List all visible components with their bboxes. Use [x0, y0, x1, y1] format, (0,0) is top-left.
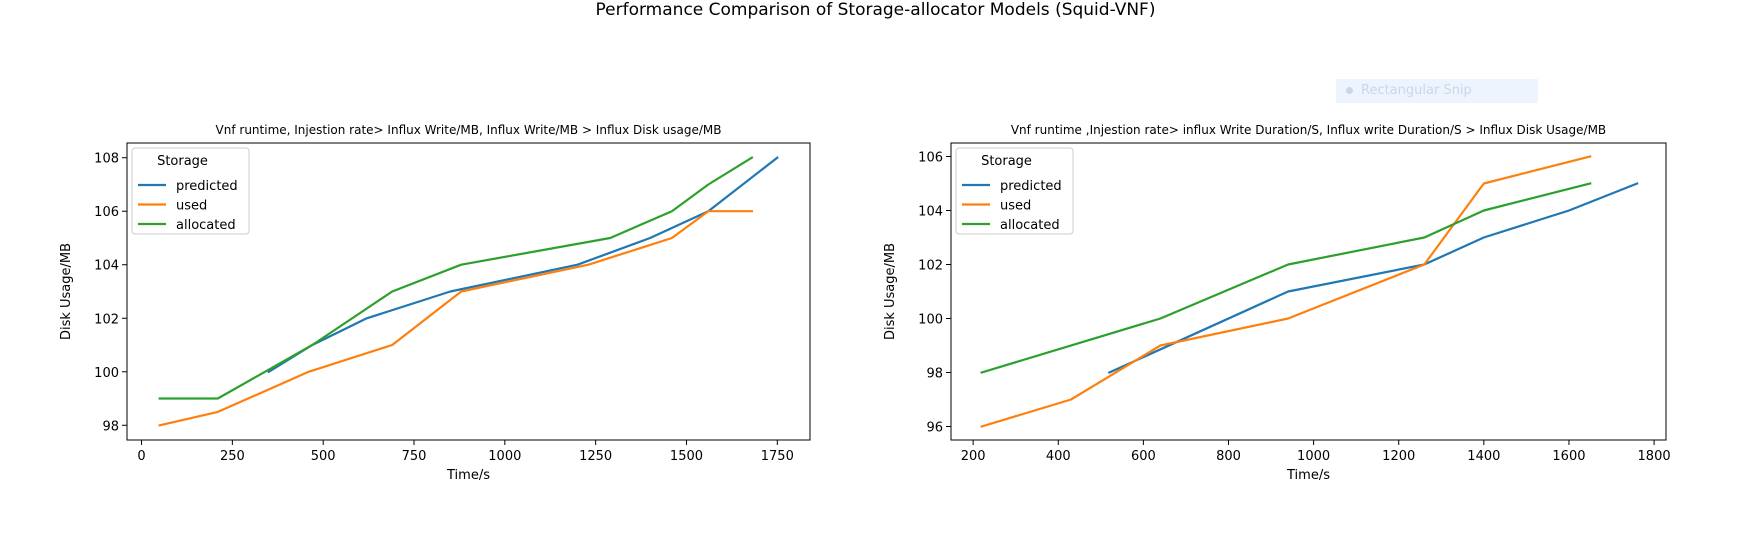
axes-frame — [950, 142, 1667, 441]
chart-title: Vnf runtime ,Injestion rate> influx Writ… — [1011, 123, 1606, 137]
x-tick-label: 1600 — [1552, 449, 1585, 464]
y-tick-label: 104 — [94, 259, 119, 274]
figure-title: Performance Comparison of Storage-alloca… — [595, 0, 1156, 20]
y-tick-label: 102 — [94, 312, 119, 327]
x-tick-label: 400 — [1046, 449, 1071, 464]
legend-title: Storage — [157, 154, 208, 169]
chart-2: Vnf runtime ,Injestion rate> influx Writ… — [883, 123, 1671, 483]
x-tick-label: 0 — [137, 449, 145, 464]
legend-label-allocated: allocated — [176, 218, 236, 233]
y-tick-label: 100 — [918, 313, 943, 328]
y-tick-label: 102 — [918, 259, 943, 274]
x-tick-label: 1000 — [488, 449, 521, 464]
legend-label-allocated: allocated — [1000, 218, 1060, 233]
y-axis-label: Disk Usage/MB — [59, 243, 74, 340]
x-tick-label: 200 — [961, 449, 986, 464]
x-tick-label: 1500 — [670, 449, 703, 464]
series-line-used — [980, 155, 1592, 428]
x-tick-label: 1400 — [1467, 449, 1500, 464]
series-line-predicted — [267, 156, 779, 374]
legend: Storage predicted used allocated — [131, 147, 250, 235]
legend-label-used: used — [176, 199, 207, 214]
x-axis-label: Time/s — [1286, 468, 1330, 483]
x-tick-label: 500 — [311, 449, 336, 464]
chart-title: Vnf runtime, Injestion rate> Influx Writ… — [216, 123, 722, 137]
x-tick-label: 250 — [220, 449, 245, 464]
x-tick-label: 1750 — [761, 449, 794, 464]
series-line-predicted — [1107, 182, 1639, 374]
axes-frame — [126, 142, 811, 441]
x-tick-label: 1200 — [1382, 449, 1415, 464]
snip-label: Rectangular Snip — [1361, 83, 1472, 98]
y-tick-label: 100 — [94, 366, 119, 381]
x-tick-label: 750 — [402, 449, 427, 464]
legend-box — [955, 147, 1074, 235]
y-tick-label: 98 — [102, 419, 119, 434]
y-axis-label: Disk Usage/MB — [883, 243, 898, 340]
x-axis-label: Time/s — [446, 468, 490, 483]
y-tick-label: 106 — [94, 205, 119, 220]
y-tick-label: 98 — [926, 367, 943, 382]
y-tick-label: 106 — [918, 151, 943, 166]
y-tick-label: 104 — [918, 205, 943, 220]
x-tick-label: 600 — [1131, 449, 1156, 464]
legend: Storage predicted used allocated — [955, 147, 1074, 235]
legend-box — [131, 147, 250, 235]
legend-label-predicted: predicted — [1000, 179, 1062, 194]
chart-1: Vnf runtime, Injestion rate> Influx Writ… — [59, 123, 811, 483]
x-tick-label: 800 — [1216, 449, 1241, 464]
series-line-allocated — [158, 156, 754, 400]
legend-label-predicted: predicted — [176, 179, 238, 194]
y-tick-label: 108 — [94, 152, 119, 167]
x-tick-label: 1800 — [1638, 449, 1671, 464]
y-tick-label: 96 — [926, 421, 943, 436]
x-tick-label: 1250 — [579, 449, 612, 464]
x-tick-label: 1000 — [1297, 449, 1330, 464]
series-line-allocated — [980, 182, 1592, 374]
legend-label-used: used — [1000, 199, 1031, 214]
rectangular-snip-overlay[interactable]: Rectangular Snip — [1336, 79, 1538, 103]
legend-title: Storage — [981, 154, 1032, 169]
series-line-used — [158, 210, 754, 427]
snip-icon — [1346, 86, 1353, 94]
